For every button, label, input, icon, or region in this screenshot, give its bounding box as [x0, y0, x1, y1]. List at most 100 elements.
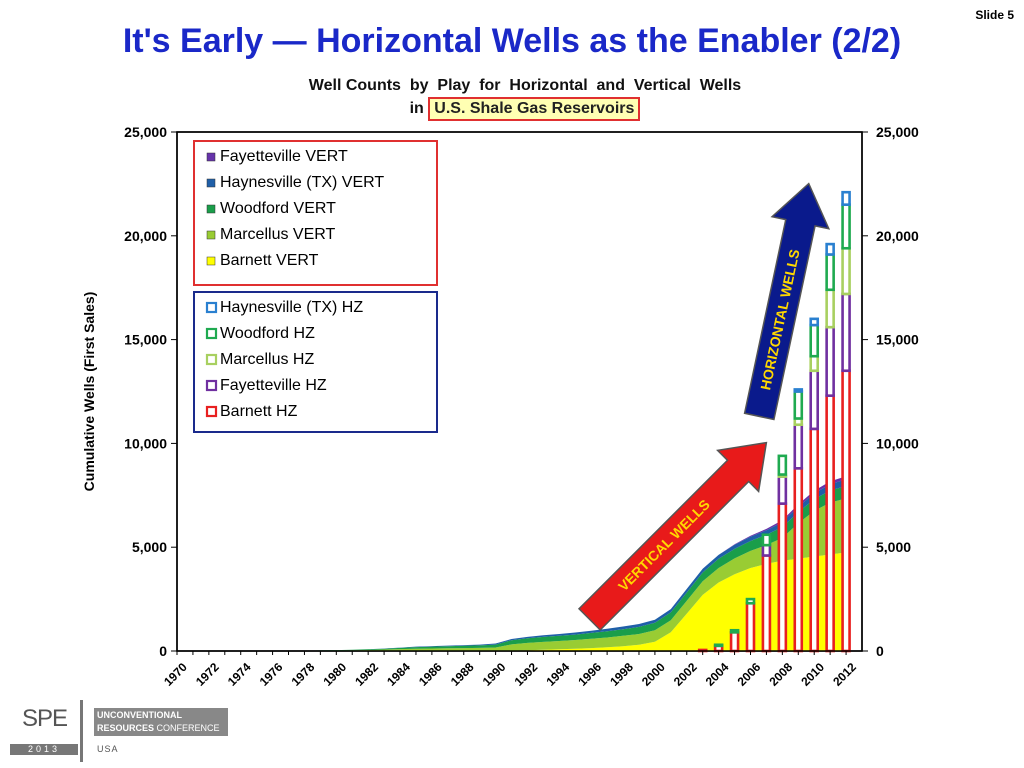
x-tick-label-2012: 2012 [830, 660, 859, 689]
x-tick-label-2000: 2000 [639, 660, 668, 689]
legend-vertical-box [193, 140, 438, 286]
logo-line2-resources: RESOURCES [97, 723, 155, 733]
y-tick-label-right-2: 10,000 [876, 435, 919, 451]
x-tick-label-1978: 1978 [289, 660, 318, 689]
chart-title: Well Counts by Play for Horizontal and V… [0, 75, 1024, 121]
legend-horizontal-box [193, 291, 438, 433]
y-tick-label-left-3: 15,000 [124, 332, 167, 348]
logo-year: 2013 [10, 744, 78, 755]
well-count-chart: 0 0 5,000 5,000 10,000 10,000 15,000 15,000 20,0… [81, 124, 919, 689]
y-tick-label-right-1: 5,000 [876, 539, 911, 555]
bar-woodford-hz-2009 [793, 390, 804, 420]
x-tick-label-1972: 1972 [193, 660, 222, 689]
area-barnett-vert [177, 552, 847, 651]
x-tick-label-2002: 2002 [671, 660, 700, 689]
y-tick-label-left-0: 0 [159, 643, 167, 659]
y-tick-label-right-3: 15,000 [876, 332, 919, 348]
chart-title-highlight: U.S. Shale Gas Reservoirs [428, 97, 641, 121]
legend-horizontal-label-0: Haynesville (TX) HZ [220, 299, 363, 316]
legend-horizontal-swatch-0 [205, 301, 218, 314]
legend-horizontal-label-1: Woodford HZ [220, 325, 315, 342]
bar-marcellus-hz-2012 [841, 246, 851, 296]
logo-line1: UNCONVENTIONAL [97, 710, 182, 720]
y-tick-label-left-5: 25,000 [124, 124, 167, 140]
x-tick-label-1970: 1970 [161, 660, 190, 689]
bar-barnett-hz-2009 [793, 467, 804, 653]
bar-fayetteville-hz-2011 [825, 325, 835, 397]
bar-woodford-hz-2007 [761, 533, 772, 547]
bar-barnett-hz-2010 [809, 427, 820, 653]
bar-woodford-hz-2006 [745, 597, 756, 605]
bar-woodford-hz-2004 [713, 643, 724, 648]
plot-frame [176, 131, 863, 652]
bar-barnett-hz-2005 [729, 631, 740, 653]
legend-horizontal-label-2: Marcellus HZ [220, 351, 314, 368]
spe-conference-logo: SPE 2013 UNCONVENTIONAL RESOURCES CONFER… [10, 700, 228, 762]
bar-barnett-hz-2012 [841, 369, 851, 653]
legend-vertical-label-1: Haynesville (TX) VERT [220, 174, 384, 191]
bar-woodford-hz-2005 [729, 628, 740, 634]
legend-horizontal-swatch-1 [205, 327, 218, 340]
legend-vertical-label-0: Fayetteville VERT [220, 148, 348, 165]
bar-haynesville-tx-hz-2012 [841, 190, 851, 206]
legend-vertical-swatch-2 [206, 204, 216, 214]
logo-line2: RESOURCES CONFERENCE [97, 722, 228, 735]
x-tick-label-1998: 1998 [607, 660, 636, 689]
bar-fayetteville-hz-2009 [793, 423, 804, 470]
bar-barnett-hz-2006 [745, 601, 756, 653]
bar-barnett-hz-2007 [761, 554, 772, 653]
x-tick-label-1984: 1984 [384, 660, 413, 689]
y-axis-label: Cumulative Wells (First Sales) [81, 292, 97, 492]
x-tick-label-1986: 1986 [416, 660, 445, 689]
x-tick-label-2004: 2004 [703, 660, 732, 689]
legend-horizontal-label-4: Barnett HZ [220, 403, 298, 420]
logo-conference-box: UNCONVENTIONAL RESOURCES CONFERENCE [94, 708, 228, 736]
legend-horizontal-label-3: Fayetteville HZ [220, 377, 327, 394]
horizontal-wells-arrow: HORIZONTAL WELLS [743, 182, 831, 421]
legend-vertical-label-3: Marcellus VERT [220, 226, 336, 243]
x-tick-label-2006: 2006 [735, 660, 764, 689]
x-tick-label-1990: 1990 [480, 660, 509, 689]
y-tick-label-right-0: 0 [876, 643, 884, 659]
bar-fayetteville-hz-2008 [777, 475, 788, 505]
y-tick-label-right-4: 20,000 [876, 228, 919, 244]
x-tick-label-1996: 1996 [575, 660, 604, 689]
y-tick-label-left-2: 10,000 [124, 435, 167, 451]
bar-marcellus-hz-2010 [809, 354, 820, 373]
logo-divider [80, 700, 83, 762]
x-tick-label-1980: 1980 [320, 660, 349, 689]
legend-vertical-label-2: Woodford VERT [220, 200, 336, 217]
x-tick-label-2008: 2008 [766, 660, 795, 689]
legend-vertical-swatch-1 [206, 178, 216, 188]
slide-number: Slide 5 [975, 8, 1014, 22]
horizontal-wells-arrow-shape [743, 182, 831, 421]
legend-horizontal-swatch-2 [205, 353, 218, 366]
bar-barnett-hz-2008 [777, 502, 788, 653]
slide-title: It's Early — Horizontal Wells as the Ena… [122, 22, 902, 60]
bar-fayetteville-hz-2007 [761, 543, 772, 557]
bar-haynesville-tx-hz-2010 [809, 317, 820, 327]
bar-woodford-hz-2008 [777, 454, 788, 476]
logo-spe-text: SPE [22, 705, 68, 732]
x-tick-label-2010: 2010 [798, 660, 827, 689]
bar-woodford-hz-2010 [809, 323, 820, 358]
vertical-wells-arrow-shape [577, 441, 768, 632]
area-marcellus-vert [177, 498, 847, 651]
x-tick-label-1974: 1974 [225, 660, 254, 689]
bar-haynesville-tx-hz-2011 [825, 242, 835, 256]
chart-title-prefix: in [409, 100, 424, 117]
x-tick-label-1982: 1982 [352, 660, 381, 689]
legend-horizontal-swatch-4 [205, 405, 218, 418]
legend-horizontal-swatch-3 [205, 379, 218, 392]
y-tick-label-left-4: 20,000 [124, 228, 167, 244]
bar-fayetteville-hz-2010 [809, 369, 820, 431]
y-tick-label-right-5: 25,000 [876, 124, 919, 140]
chart-title-line2: in U.S. Shale Gas Reservoirs [0, 97, 1024, 121]
legend-vertical-label-4: Barnett VERT [220, 252, 319, 269]
chart-title-line1: Well Counts by Play for Horizontal and V… [308, 77, 742, 94]
y-tick-label-left-1: 5,000 [132, 539, 167, 555]
bar-fayetteville-hz-2012 [841, 292, 851, 373]
bar-barnett-hz-2011 [825, 394, 835, 653]
legend-vertical-swatch-0 [206, 152, 216, 162]
x-tick-label-1988: 1988 [448, 660, 477, 689]
